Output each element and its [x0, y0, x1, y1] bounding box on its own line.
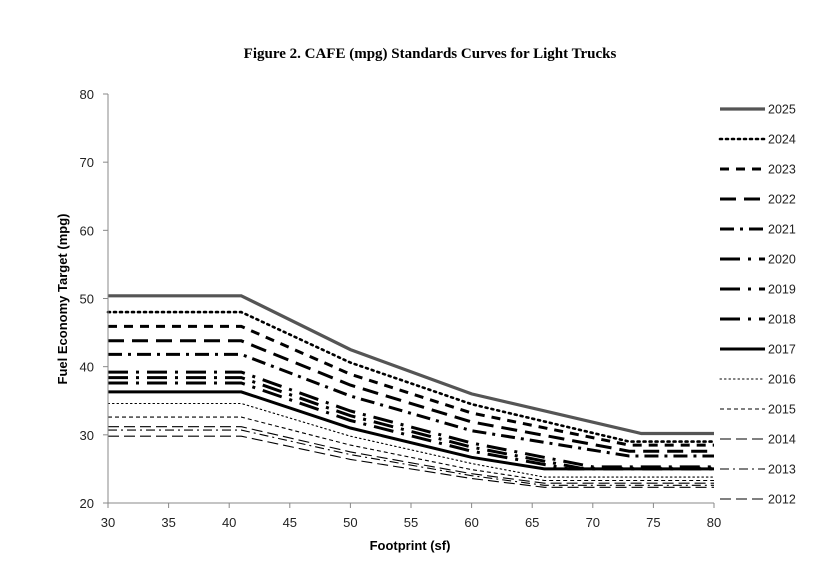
x-tick-label: 60	[464, 515, 478, 530]
chart-title: Figure 2. CAFE (mpg) Standards Curves fo…	[244, 46, 617, 62]
series-line-2024	[106, 310, 716, 443]
legend-label-2023: 2023	[768, 163, 796, 177]
series-line-2012	[108, 435, 714, 488]
legend-label-2015: 2015	[768, 403, 796, 417]
y-tick-label: 30	[80, 428, 94, 443]
legend-label-2016: 2016	[768, 373, 796, 387]
x-tick-label: 50	[343, 515, 357, 530]
x-tick-label: 65	[525, 515, 539, 530]
legend-label-2018: 2018	[768, 313, 796, 327]
series-line-2023	[108, 324, 714, 447]
y-axis-title: Fuel Economy Target (mpg)	[55, 214, 70, 385]
series-line-2013	[108, 429, 714, 486]
series-line-2017	[108, 390, 714, 471]
legend-label-2013: 2013	[768, 463, 796, 477]
legend-label-2014: 2014	[768, 433, 796, 447]
y-tick-label: 40	[80, 360, 94, 375]
legend-label-2022: 2022	[768, 193, 796, 207]
series-line-2016	[107, 402, 715, 478]
legend-label-2012: 2012	[768, 493, 796, 507]
x-axis-title: Footprint (sf)	[370, 538, 451, 553]
legend-label-2017: 2017	[768, 343, 796, 357]
x-tick-label: 70	[586, 515, 600, 530]
series-line-2022	[108, 339, 714, 453]
series-line-2025	[108, 294, 714, 436]
x-tick-label: 55	[404, 515, 418, 530]
series-line-2021	[108, 352, 714, 458]
y-axis: 20 30 40 50 60 70 80	[80, 87, 108, 511]
plot-area	[106, 294, 716, 488]
x-tick-label: 30	[101, 515, 115, 530]
legend: 2025 2024 2023 2022 2021 2020 2019 2018 2017 2016…	[718, 103, 796, 507]
series-line-2020	[108, 370, 714, 469]
y-tick-label: 80	[80, 87, 94, 102]
legend-label-2021: 2021	[768, 223, 796, 237]
legend-label-2019: 2019	[768, 283, 796, 297]
series-line-2014	[108, 426, 714, 484]
y-tick-label: 50	[80, 292, 94, 307]
y-tick-label: 20	[80, 496, 94, 511]
y-tick-label: 60	[80, 223, 94, 238]
x-axis: 30 35 40 45 50 55 60 65 70 75 80	[101, 503, 721, 530]
x-tick-label: 80	[707, 515, 721, 530]
series-line-2015	[108, 416, 714, 482]
legend-label-2024: 2024	[768, 133, 796, 147]
y-tick-label: 70	[80, 155, 94, 170]
x-tick-label: 35	[161, 515, 175, 530]
x-tick-label: 45	[283, 515, 297, 530]
x-tick-label: 75	[646, 515, 660, 530]
legend-label-2020: 2020	[768, 253, 796, 267]
x-tick-label: 40	[222, 515, 236, 530]
legend-label-2025: 2025	[768, 103, 796, 117]
